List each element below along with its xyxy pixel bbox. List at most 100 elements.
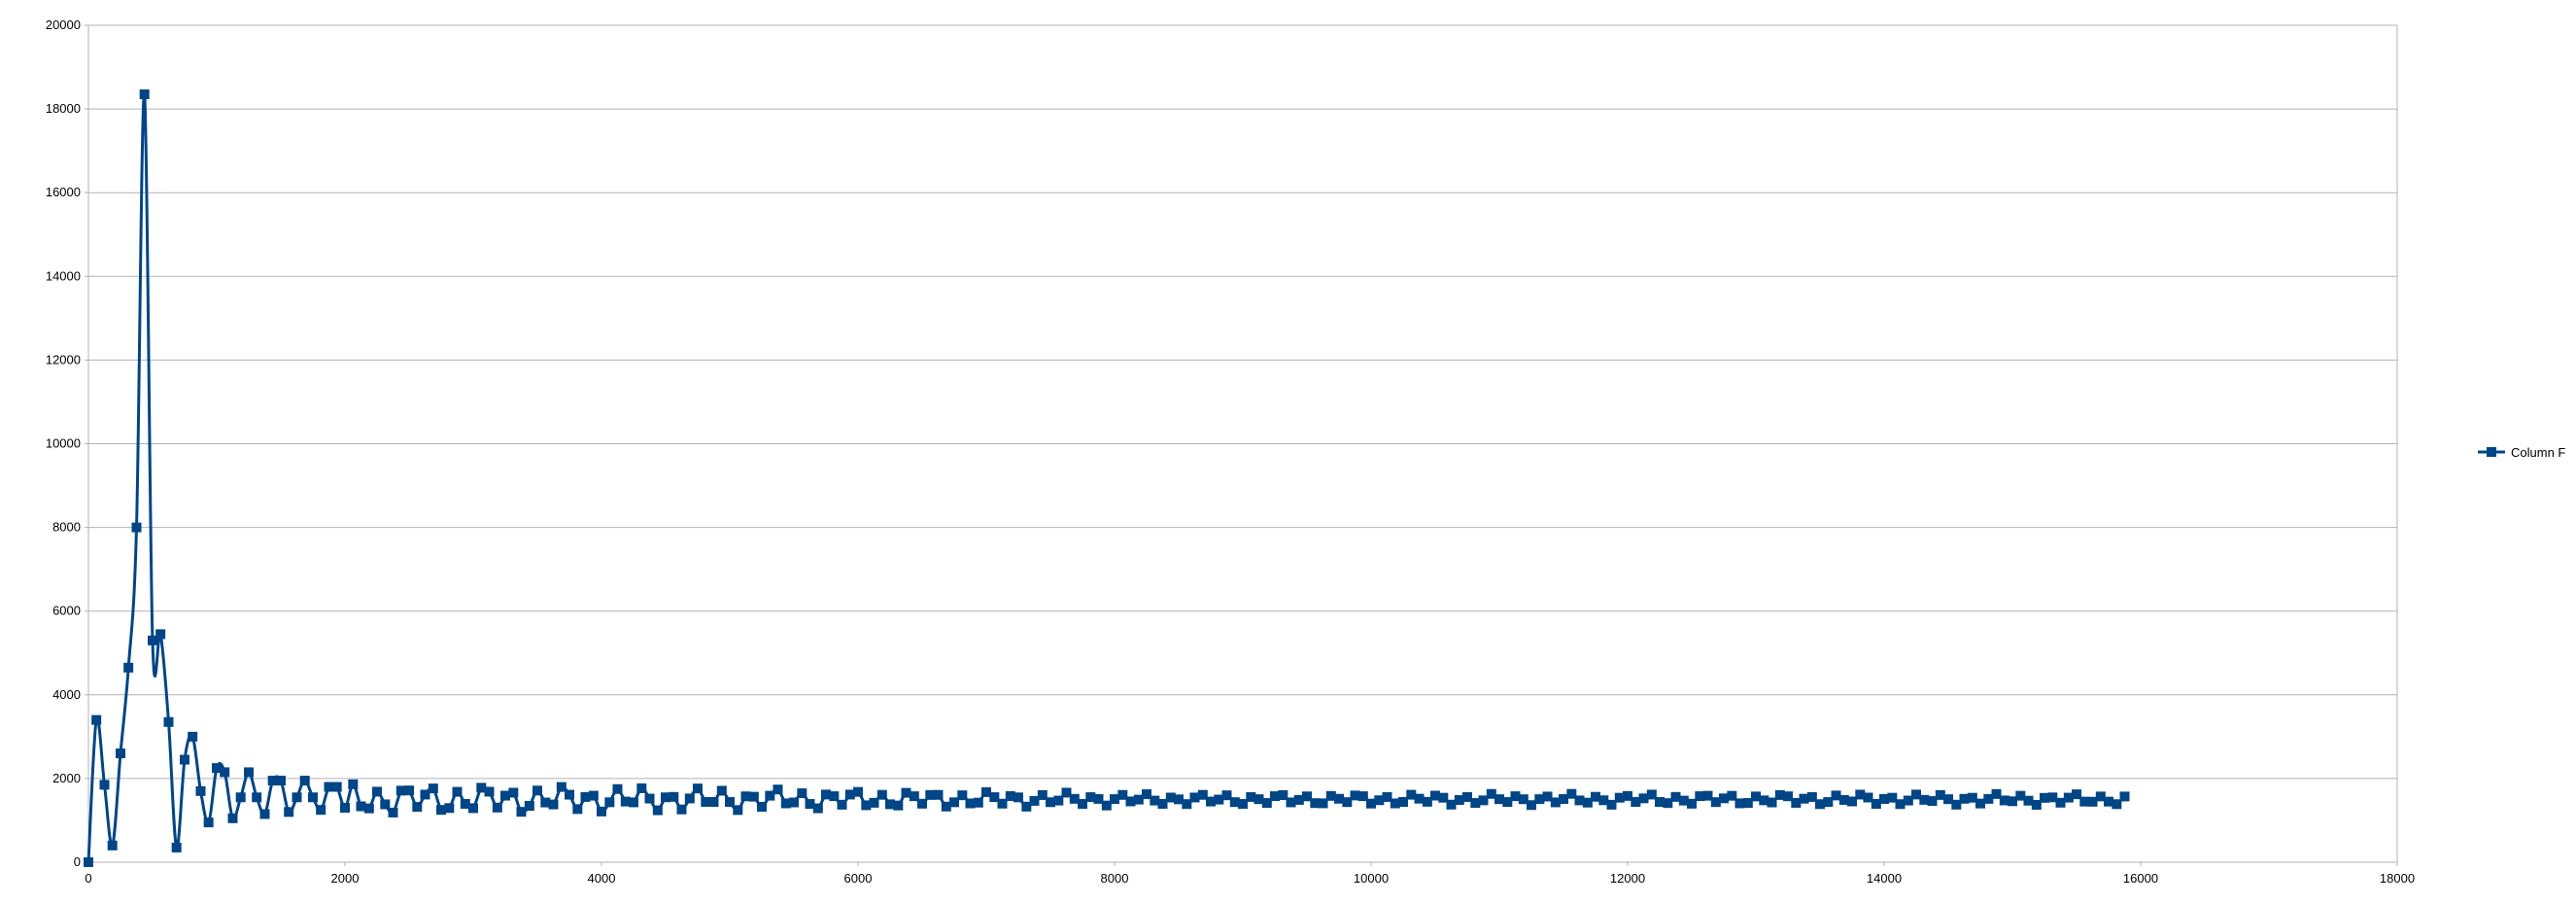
x-tick-label: 14000 xyxy=(1867,871,1902,886)
data-point-marker xyxy=(708,797,719,808)
data-point-marker xyxy=(1614,792,1625,803)
data-point-marker xyxy=(1357,791,1368,802)
data-point-marker xyxy=(1879,793,1889,804)
data-point-marker xyxy=(1037,789,1048,800)
data-point-marker xyxy=(1991,788,2002,799)
y-tick-label: 2000 xyxy=(52,771,81,785)
data-point-marker xyxy=(316,805,326,816)
data-point-marker xyxy=(404,785,414,796)
data-point-marker xyxy=(837,799,847,810)
data-point-marker xyxy=(1478,795,1489,806)
data-point-marker xyxy=(893,800,904,811)
data-point-marker xyxy=(195,785,206,796)
data-point-marker xyxy=(1278,789,1288,800)
data-point-marker xyxy=(812,803,823,814)
data-point-marker xyxy=(1206,796,1216,807)
data-point-marker xyxy=(2072,789,2081,800)
data-point-marker xyxy=(1293,794,1304,805)
data-point-marker xyxy=(356,801,366,812)
data-point-marker xyxy=(716,785,727,796)
data-point-marker xyxy=(1165,792,1176,803)
data-point-marker xyxy=(612,783,623,794)
data-point-marker xyxy=(468,803,478,814)
x-tick-label: 12000 xyxy=(1610,871,1645,886)
data-point-marker xyxy=(524,801,534,812)
data-point-marker xyxy=(1142,789,1151,800)
data-point-marker xyxy=(933,789,944,800)
data-point-marker xyxy=(1678,795,1689,806)
data-point-marker xyxy=(1029,795,1040,806)
data-point-marker xyxy=(1742,798,1753,809)
data-point-marker xyxy=(1895,799,1906,810)
data-point-marker xyxy=(244,767,254,778)
y-tick-label: 14000 xyxy=(46,268,81,283)
data-point-marker xyxy=(1214,794,1224,805)
data-point-marker xyxy=(1719,793,1729,804)
data-point-marker xyxy=(1927,796,1938,807)
data-point-marker xyxy=(733,805,743,816)
data-point-marker xyxy=(1438,792,1449,803)
data-point-marker xyxy=(1534,794,1545,805)
data-point-marker xyxy=(1559,793,1568,804)
data-point-marker xyxy=(388,807,398,817)
x-tick-label: 10000 xyxy=(1354,871,1389,886)
data-point-marker xyxy=(917,798,927,809)
data-point-marker xyxy=(2087,796,2098,807)
data-point-marker xyxy=(299,776,310,786)
data-point-marker xyxy=(252,792,262,803)
data-point-marker xyxy=(1189,792,1200,803)
data-point-marker xyxy=(669,791,679,802)
data-point-marker xyxy=(163,716,174,727)
data-point-marker xyxy=(188,731,198,742)
data-point-marker xyxy=(492,802,502,813)
x-tick-label: 8000 xyxy=(1101,871,1129,886)
data-point-marker xyxy=(516,807,527,817)
data-point-marker xyxy=(989,792,1000,803)
data-point-marker xyxy=(532,785,542,796)
data-point-marker xyxy=(484,786,495,797)
data-point-marker xyxy=(1101,800,1112,811)
data-point-marker xyxy=(773,784,783,795)
data-point-marker xyxy=(1983,793,1994,804)
data-point-marker xyxy=(1254,794,1264,805)
data-point-marker xyxy=(508,787,519,798)
data-point-marker xyxy=(821,789,831,800)
data-point-marker xyxy=(1350,790,1360,801)
data-point-marker xyxy=(1430,790,1440,801)
data-point-marker xyxy=(1078,799,1087,810)
data-point-marker xyxy=(372,786,382,797)
data-point-marker xyxy=(2112,799,2122,810)
data-point-marker xyxy=(1246,791,1256,802)
data-point-marker xyxy=(1325,790,1336,801)
data-point-marker xyxy=(2079,796,2090,807)
data-point-marker xyxy=(1270,791,1280,802)
data-point-marker xyxy=(1069,793,1080,804)
data-point-marker xyxy=(1799,793,1809,804)
data-point-marker xyxy=(1013,792,1023,803)
data-point-marker xyxy=(1261,798,1272,809)
data-point-marker xyxy=(1374,795,1385,806)
data-point-marker xyxy=(1919,794,1930,805)
data-point-marker xyxy=(909,791,919,802)
data-point-marker xyxy=(973,797,983,808)
data-point-marker xyxy=(1502,797,1513,808)
data-point-marker xyxy=(428,783,438,794)
data-point-marker xyxy=(1911,789,1921,800)
data-point-marker xyxy=(1527,800,1536,811)
data-point-marker xyxy=(1638,793,1649,804)
data-point-marker xyxy=(1150,795,1160,806)
data-point-marker xyxy=(452,786,463,797)
data-point-marker xyxy=(460,798,470,809)
data-point-marker xyxy=(1446,799,1457,810)
data-point-marker xyxy=(1735,798,1745,809)
data-point-marker xyxy=(1759,795,1769,806)
data-point-marker xyxy=(1606,799,1617,810)
data-point-marker xyxy=(829,791,840,802)
data-point-marker xyxy=(99,780,110,790)
data-point-marker xyxy=(1046,797,1055,808)
data-point-marker xyxy=(1470,798,1481,809)
data-point-marker xyxy=(1542,791,1553,802)
data-point-marker xyxy=(1174,794,1184,805)
data-point-marker xyxy=(629,797,638,808)
data-point-marker xyxy=(748,791,759,802)
